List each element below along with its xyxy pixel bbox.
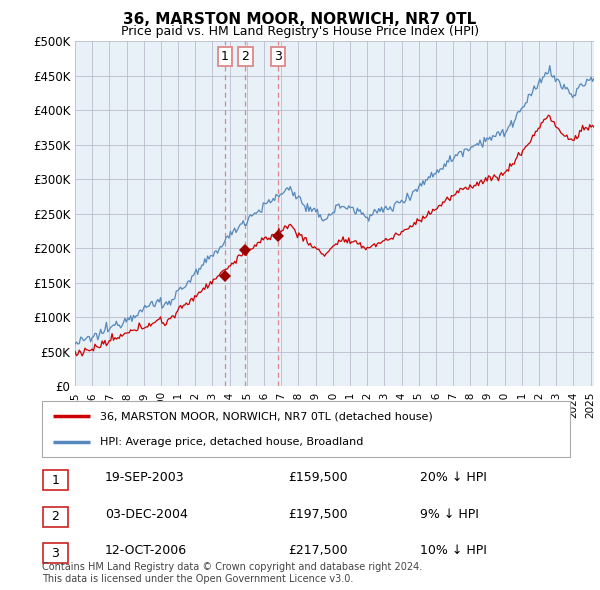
Text: Price paid vs. HM Land Registry's House Price Index (HPI): Price paid vs. HM Land Registry's House … [121, 25, 479, 38]
FancyBboxPatch shape [43, 507, 68, 527]
Text: 2: 2 [52, 510, 59, 523]
Text: £197,500: £197,500 [288, 508, 347, 521]
Text: 2: 2 [242, 50, 250, 63]
Text: 9% ↓ HPI: 9% ↓ HPI [420, 508, 479, 521]
Text: 10% ↓ HPI: 10% ↓ HPI [420, 545, 487, 558]
FancyBboxPatch shape [42, 401, 570, 457]
FancyBboxPatch shape [43, 470, 68, 490]
Text: £217,500: £217,500 [288, 545, 347, 558]
Text: 36, MARSTON MOOR, NORWICH, NR7 0TL (detached house): 36, MARSTON MOOR, NORWICH, NR7 0TL (deta… [100, 411, 433, 421]
Text: 1: 1 [52, 474, 59, 487]
Text: 12-OCT-2006: 12-OCT-2006 [105, 545, 187, 558]
Text: 03-DEC-2004: 03-DEC-2004 [105, 508, 188, 521]
FancyBboxPatch shape [43, 543, 68, 563]
Text: £159,500: £159,500 [288, 471, 347, 484]
Text: 20% ↓ HPI: 20% ↓ HPI [420, 471, 487, 484]
Text: 1: 1 [221, 50, 229, 63]
Text: HPI: Average price, detached house, Broadland: HPI: Average price, detached house, Broa… [100, 437, 364, 447]
Text: 19-SEP-2003: 19-SEP-2003 [105, 471, 185, 484]
Text: 3: 3 [274, 50, 281, 63]
Text: Contains HM Land Registry data © Crown copyright and database right 2024.
This d: Contains HM Land Registry data © Crown c… [42, 562, 422, 584]
Text: 3: 3 [52, 547, 59, 560]
Text: 36, MARSTON MOOR, NORWICH, NR7 0TL: 36, MARSTON MOOR, NORWICH, NR7 0TL [124, 12, 476, 27]
